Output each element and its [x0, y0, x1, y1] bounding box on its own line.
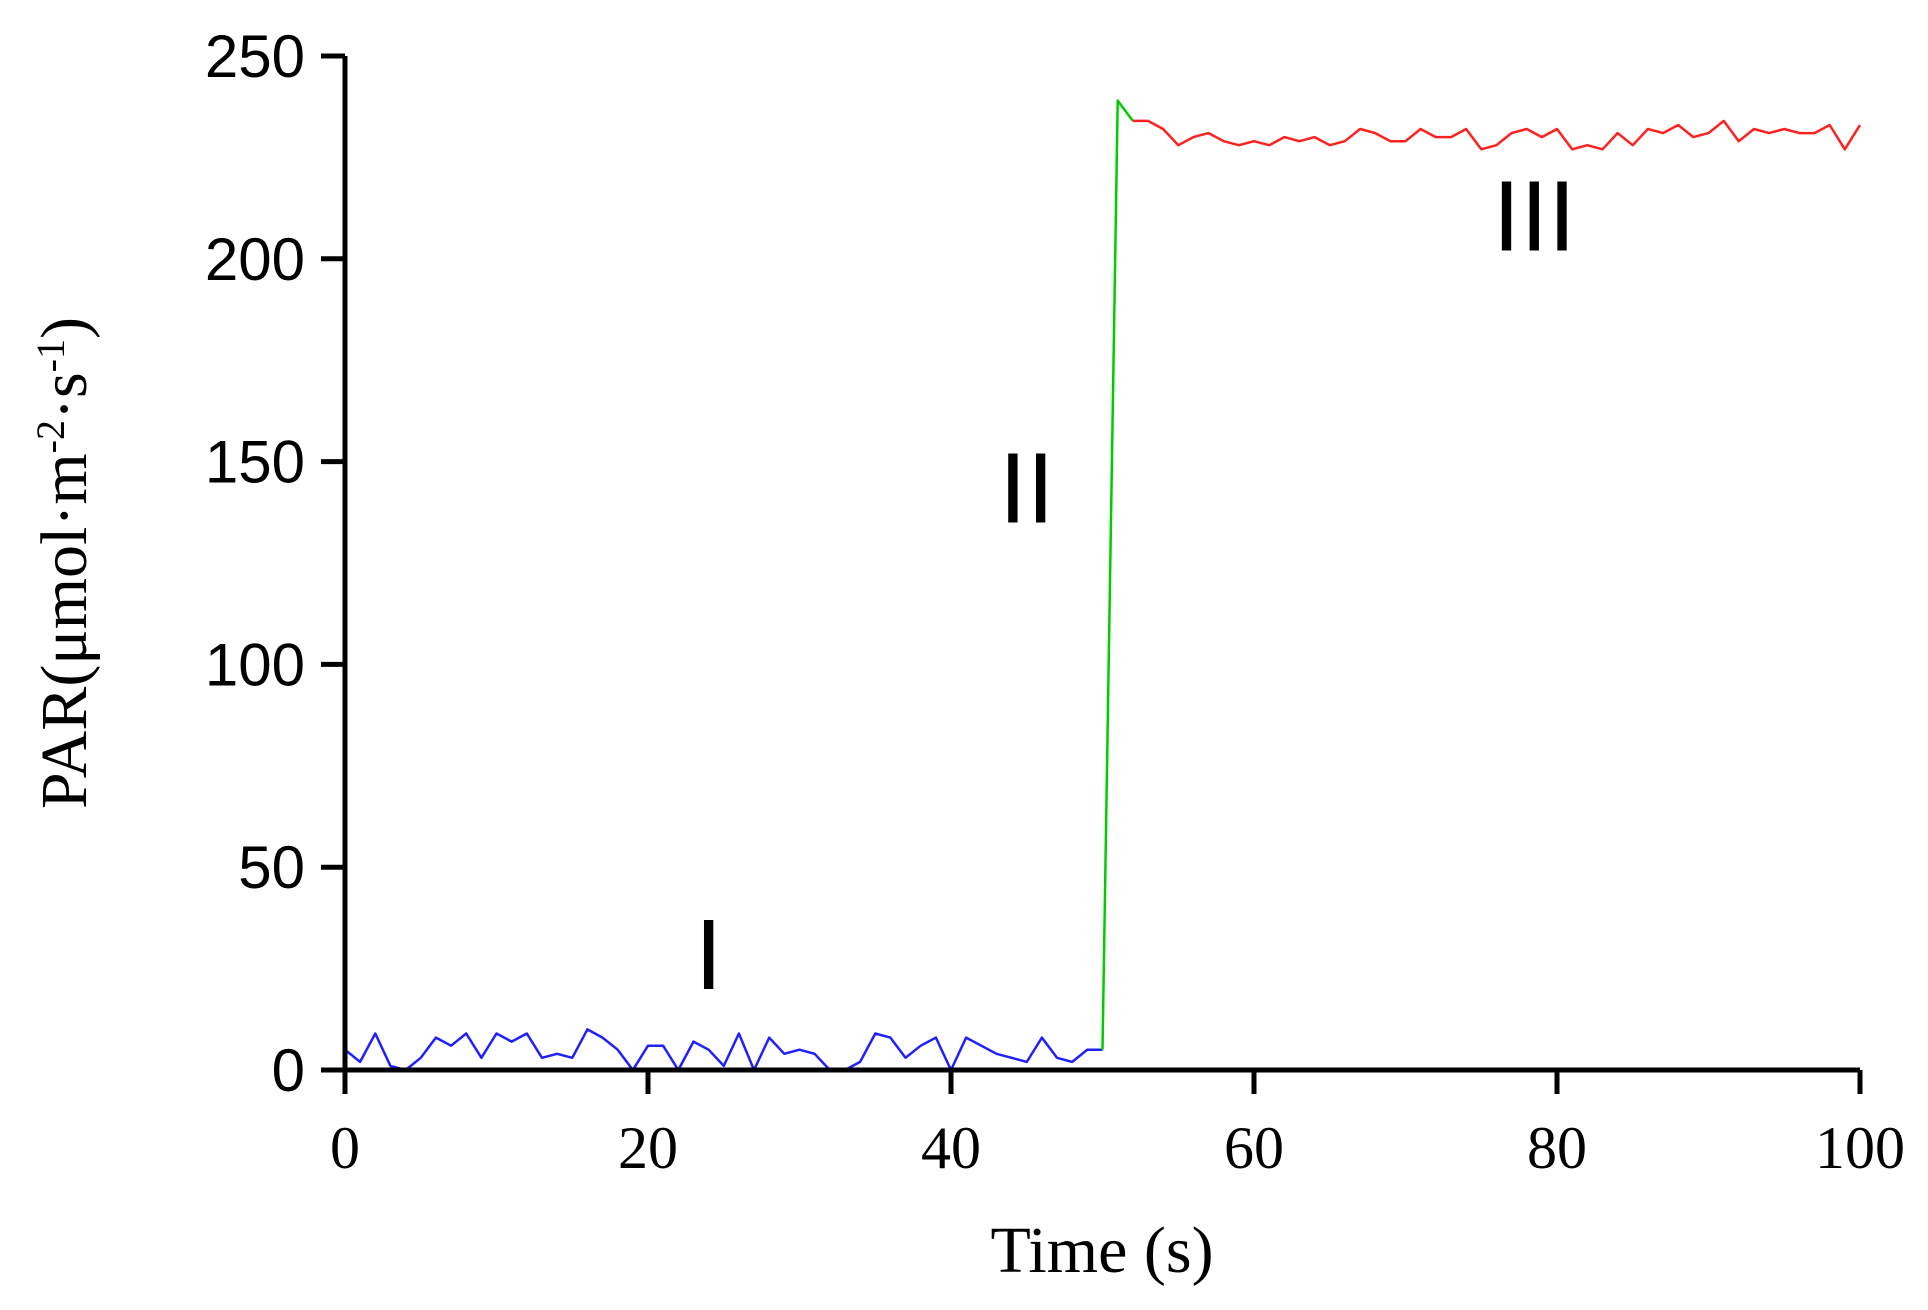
x-tick-label: 40	[921, 1115, 981, 1181]
ticks: 0 50 100 150 200 250 0 20 40 60 80 100	[205, 23, 1905, 1181]
series-line-2	[1101, 99, 1134, 1050]
x-tick-label: 80	[1527, 1115, 1587, 1181]
x-tick-label: 60	[1224, 1115, 1284, 1181]
y-axis-title-sup2: -1	[28, 339, 73, 372]
x-tick-label: 20	[618, 1115, 678, 1181]
axes	[342, 56, 1860, 1073]
y-tick-label: 200	[205, 226, 305, 293]
y-tick-label: 100	[205, 631, 305, 698]
series-layer	[344, 99, 1862, 1072]
region-label: II	[999, 432, 1055, 544]
region-label: I	[695, 899, 723, 1011]
x-tick-label: 0	[330, 1115, 360, 1181]
series-line-1	[344, 1028, 1103, 1072]
y-tick-label: 0	[272, 1037, 305, 1104]
y-axis-title-end: )	[28, 317, 101, 339]
x-tick-label: 100	[1815, 1115, 1905, 1181]
y-tick-label: 50	[238, 834, 305, 901]
y-tick-label: 250	[205, 23, 305, 90]
y-axis-title: PAR(μmol·m-2·s-1)	[28, 317, 102, 809]
y-axis-title-main: PAR(μmol·m	[28, 453, 101, 809]
y-tick-label: 150	[205, 429, 305, 496]
region-label: III	[1493, 161, 1576, 273]
series-line-3	[1132, 119, 1862, 151]
y-axis-title-sup1: -2	[28, 420, 73, 453]
x-axis-title: Time (s)	[990, 1214, 1213, 1287]
y-axis-title-mid: ·s	[28, 372, 101, 420]
